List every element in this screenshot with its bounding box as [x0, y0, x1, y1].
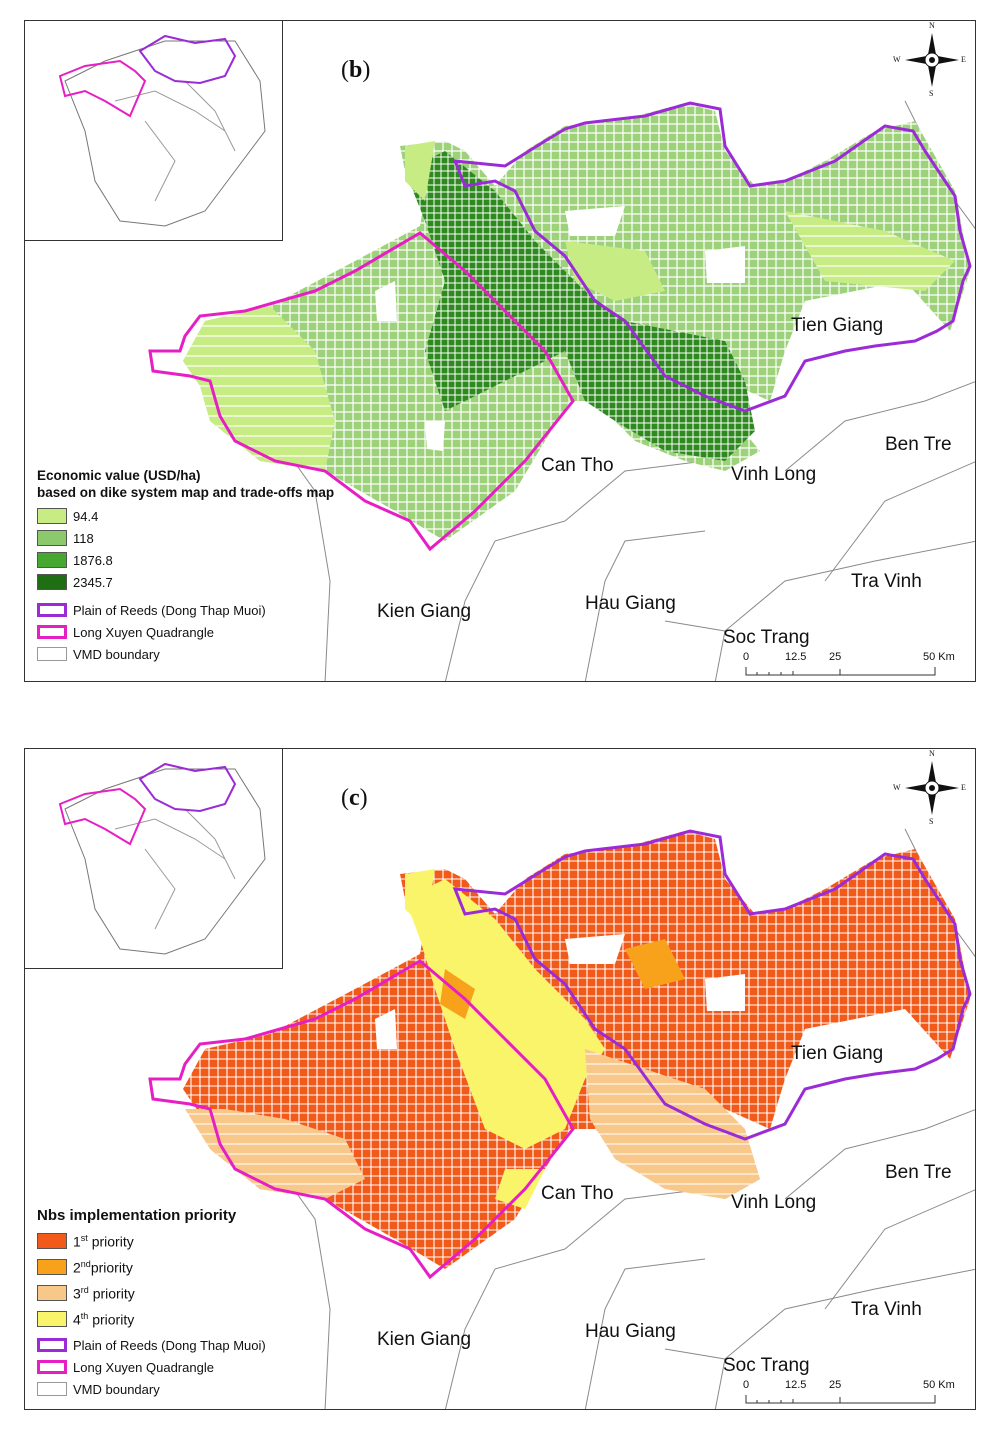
priority-fill-c	[183, 831, 970, 1269]
legend-label-2345: 2345.7	[73, 574, 113, 590]
map-canvas-b	[148, 100, 975, 681]
place-can-tho-c: Can Tho	[541, 1183, 614, 1204]
legend-plain-of-reeds-c: Plain of Reeds (Dong Thap Muoi)	[37, 1334, 266, 1356]
place-tien-giang: Tien Giang	[791, 315, 884, 336]
swatch-p3	[37, 1285, 67, 1301]
legend-title-b-1: Economic value (USD/ha)	[37, 468, 201, 483]
swatch-p4	[37, 1311, 67, 1327]
legend-item-94: 94.4	[37, 505, 334, 527]
legend-label-lx-b: Long Xuyen Quadrangle	[73, 624, 214, 640]
legend-vmd-c: VMD boundary	[37, 1378, 266, 1400]
scale-tick-2-b: 25	[829, 651, 842, 663]
scale-bar-b: 0 12.5 25 50 Km	[733, 651, 965, 681]
legend-label-118: 118	[73, 530, 94, 546]
compass-e: E	[961, 55, 966, 64]
swatch-purple-c	[37, 1338, 67, 1352]
compass-n-c: N	[929, 749, 935, 758]
place-soc-trang-c: Soc Trang	[723, 1355, 810, 1376]
north-arrow-icon: N S E W	[893, 21, 967, 98]
legend-item-p3: 3rd priority	[37, 1280, 266, 1306]
plain-of-reeds-outline-c	[452, 829, 972, 1141]
place-ben-tre: Ben Tre	[885, 434, 952, 455]
place-kien-giang: Kien Giang	[377, 601, 472, 622]
swatch-118	[37, 530, 67, 546]
legend-label-por-c: Plain of Reeds (Dong Thap Muoi)	[73, 1337, 266, 1353]
compass-w-c: W	[893, 783, 901, 792]
swatch-vmd-b	[37, 647, 67, 661]
legend-label-p2: 2ndpriority	[73, 1258, 133, 1276]
legend-title-c: Nbs implementation priority	[37, 1207, 237, 1224]
place-tra-vinh: Tra Vinh	[851, 571, 922, 592]
swatch-2345	[37, 574, 67, 590]
legend-label-vmd-b: VMD boundary	[73, 646, 160, 662]
map-panel-c: (c) N S E W Tien Giang Ben Tre Can Tho V…	[24, 748, 976, 1410]
inset-locator-map-b	[25, 21, 283, 241]
legend-label-1876: 1876.8	[73, 552, 113, 568]
legend-item-p2: 2ndpriority	[37, 1254, 266, 1280]
place-soc-trang: Soc Trang	[723, 627, 810, 648]
map-canvas-c	[148, 828, 975, 1409]
legend-vmd-b: VMD boundary	[37, 643, 334, 665]
scale-tick-1-c: 12.5	[785, 1379, 807, 1391]
swatch-1876	[37, 552, 67, 568]
place-hau-giang: Hau Giang	[585, 593, 676, 614]
swatch-vmd-c	[37, 1382, 67, 1396]
compass-s: S	[929, 89, 934, 98]
legend-long-xuyen-c: Long Xuyen Quadrangle	[37, 1356, 266, 1378]
legend-label-vmd-c: VMD boundary	[73, 1381, 160, 1397]
scale-tick-2-c: 25	[829, 1379, 842, 1391]
place-vinh-long: Vinh Long	[731, 464, 817, 485]
compass-w: W	[893, 55, 901, 64]
inset-locator-map-c	[25, 749, 283, 969]
place-tra-vinh-c: Tra Vinh	[851, 1299, 922, 1320]
legend-item-118: 118	[37, 527, 334, 549]
legend-label-p1: 1st priority	[73, 1232, 134, 1250]
legend-item-1876: 1876.8	[37, 549, 334, 571]
scale-bar-c: 0 12.5 25 50 Km	[733, 1379, 965, 1409]
inset-svg-b	[58, 34, 266, 227]
plain-of-reeds-outline-b	[452, 101, 972, 413]
legend-label-por-b: Plain of Reeds (Dong Thap Muoi)	[73, 602, 266, 618]
compass-n: N	[929, 21, 935, 30]
legend-plain-of-reeds-b: Plain of Reeds (Dong Thap Muoi)	[37, 599, 334, 621]
swatch-94	[37, 508, 67, 524]
place-tien-giang-c: Tien Giang	[791, 1043, 884, 1064]
north-arrow-icon-c: N S E W	[893, 749, 967, 826]
legend-label-94: 94.4	[73, 508, 99, 524]
compass-e-c: E	[961, 783, 966, 792]
legend-c: Nbs implementation priority 1st priority…	[37, 1207, 266, 1400]
legend-b: Economic value (USD/ha) based on dike sy…	[37, 467, 334, 665]
legend-label-p3: 3rd priority	[73, 1284, 135, 1302]
scale-tick-0-c: 0	[743, 1379, 750, 1391]
long-xuyen-outline-c	[148, 959, 575, 1280]
map-panel-b: (b) N S E W Tien Giang Ben Tre Can Tho V…	[24, 20, 976, 682]
scale-tick-3-c: 50 Km	[923, 1379, 955, 1391]
place-vinh-long-c: Vinh Long	[731, 1192, 817, 1213]
legend-item-p1: 1st priority	[37, 1228, 266, 1254]
swatch-p2	[37, 1259, 67, 1275]
swatch-purple-b	[37, 603, 67, 617]
legend-item-2345: 2345.7	[37, 571, 334, 593]
inset-svg-c	[58, 762, 266, 955]
economic-value-fill-b	[183, 103, 970, 541]
legend-long-xuyen-b: Long Xuyen Quadrangle	[37, 621, 334, 643]
place-hau-giang-c: Hau Giang	[585, 1321, 676, 1342]
scale-tick-3-b: 50 Km	[923, 651, 955, 663]
panel-letter-b: (b)	[341, 57, 371, 83]
legend-title-b-2: based on dike system map and trade-offs …	[37, 485, 335, 500]
legend-label-p4: 4th priority	[73, 1310, 135, 1328]
swatch-pink-c	[37, 1360, 67, 1374]
scale-tick-0-b: 0	[743, 651, 750, 663]
legend-label-lx-c: Long Xuyen Quadrangle	[73, 1359, 214, 1375]
long-xuyen-outline-b	[148, 231, 575, 552]
compass-s-c: S	[929, 817, 934, 826]
place-ben-tre-c: Ben Tre	[885, 1162, 952, 1183]
scale-tick-1-b: 12.5	[785, 651, 807, 663]
swatch-pink-b	[37, 625, 67, 639]
place-can-tho: Can Tho	[541, 455, 614, 476]
place-kien-giang-c: Kien Giang	[377, 1329, 472, 1350]
panel-letter-c: (c)	[341, 785, 368, 811]
legend-item-p4: 4th priority	[37, 1306, 266, 1332]
swatch-p1	[37, 1233, 67, 1249]
